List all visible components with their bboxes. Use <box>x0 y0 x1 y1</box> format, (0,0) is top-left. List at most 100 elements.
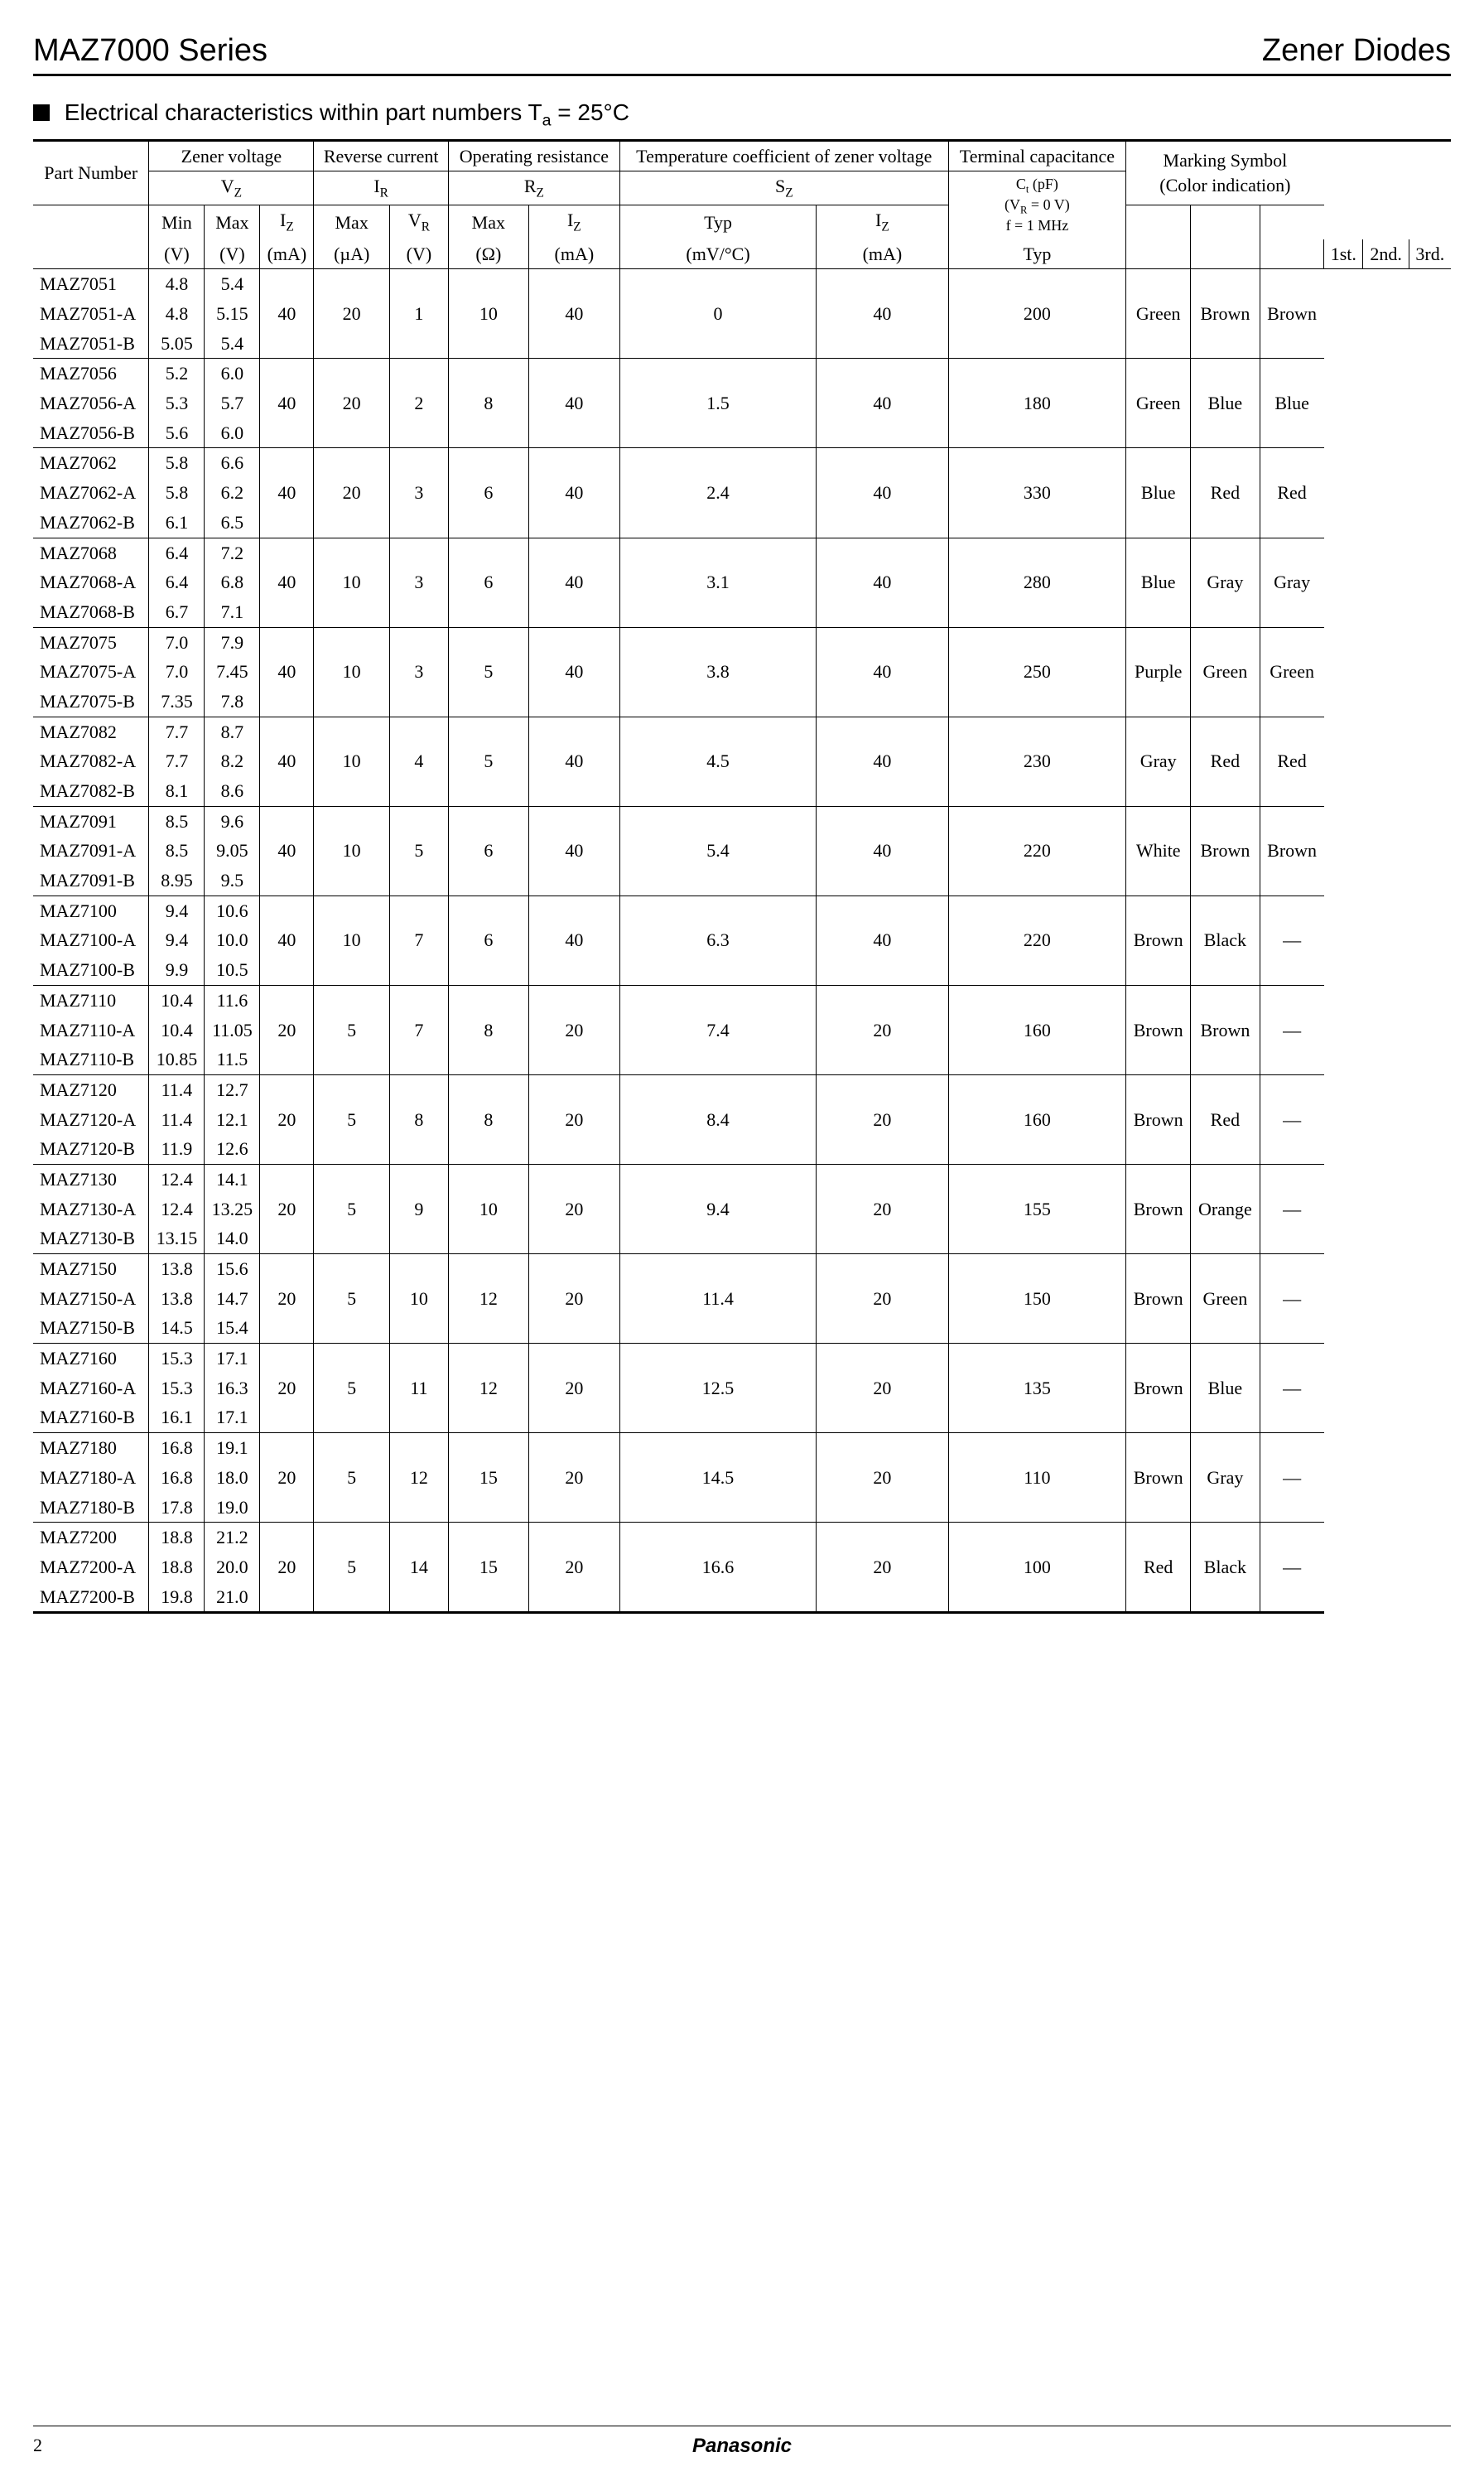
part-number: MAZ7082-A <box>33 746 149 776</box>
marking-2: Green <box>1191 1254 1260 1344</box>
marking-1: White <box>1126 806 1191 896</box>
vz-max: 8.2 <box>205 746 260 776</box>
rz-max: 6 <box>448 538 528 627</box>
rz-iz: 40 <box>528 359 619 448</box>
sz-typ: 7.4 <box>619 985 816 1074</box>
rz-max: 15 <box>448 1523 528 1613</box>
vz-min: 16.8 <box>149 1433 205 1463</box>
section-title-sub: a <box>542 112 552 130</box>
table-row: MAZ712011.412.720588208.420160BrownRed— <box>33 1074 1451 1104</box>
part-number: MAZ7180-B <box>33 1493 149 1523</box>
part-number: MAZ7180 <box>33 1433 149 1463</box>
part-number: MAZ7068-B <box>33 597 149 627</box>
vz-max: 6.8 <box>205 567 260 597</box>
rz-iz: 20 <box>528 1523 619 1613</box>
vz-min: 10.4 <box>149 1016 205 1045</box>
part-number: MAZ7091-A <box>33 836 149 866</box>
vz-max: 12.1 <box>205 1105 260 1135</box>
rz-iz: 40 <box>528 269 619 359</box>
marking-2: Red <box>1191 448 1260 538</box>
marking-1: Green <box>1126 269 1191 359</box>
page-header: MAZ7000 Series Zener Diodes <box>33 33 1451 76</box>
section-title-suffix: = 25°C <box>551 99 629 125</box>
vz-max: 9.6 <box>205 806 260 836</box>
marking-1: Brown <box>1126 1433 1191 1523</box>
rz-max: 15 <box>448 1433 528 1523</box>
hdr-max: Max <box>205 205 260 239</box>
vz-max: 8.7 <box>205 717 260 746</box>
marking-3: — <box>1260 1433 1324 1523</box>
rz-max: 6 <box>448 448 528 538</box>
col-reverse-current: Reverse current <box>314 140 449 171</box>
vz-max: 21.2 <box>205 1523 260 1552</box>
vz-min: 18.8 <box>149 1552 205 1582</box>
table-row: MAZ720018.821.220514152016.620100RedBlac… <box>33 1523 1451 1552</box>
hdr-m1: 1st. <box>1324 239 1363 269</box>
sz-typ: 3.1 <box>619 538 816 627</box>
vz-max: 9.05 <box>205 836 260 866</box>
vz-min: 8.5 <box>149 836 205 866</box>
iz: 20 <box>260 1254 314 1344</box>
vz-min: 10.4 <box>149 985 205 1015</box>
marking-1: Green <box>1126 359 1191 448</box>
iz: 40 <box>260 717 314 806</box>
sz-typ: 11.4 <box>619 1254 816 1344</box>
iz: 20 <box>260 1433 314 1523</box>
vz-max: 18.0 <box>205 1463 260 1493</box>
sz-iz: 40 <box>817 717 948 806</box>
ct: 180 <box>948 359 1126 448</box>
vz-max: 17.1 <box>205 1344 260 1373</box>
marking-2: Black <box>1191 896 1260 985</box>
part-number: MAZ7051-A <box>33 299 149 329</box>
vr: 3 <box>389 538 448 627</box>
table-row: MAZ70514.85.4402011040040200GreenBrownBr… <box>33 269 1451 299</box>
vz-max: 14.7 <box>205 1284 260 1314</box>
vz-min: 9.4 <box>149 896 205 925</box>
marking-3: Red <box>1260 717 1324 806</box>
section-title: Electrical characteristics within part n… <box>33 99 1451 131</box>
marking-label: Marking Symbol <box>1164 150 1288 171</box>
table-row: MAZ713012.414.1205910209.420155BrownOran… <box>33 1164 1451 1194</box>
marking-2: Gray <box>1191 538 1260 627</box>
part-number: MAZ7130-B <box>33 1224 149 1253</box>
unit-mvc: (mV/°C) <box>619 239 816 269</box>
vz-max: 13.25 <box>205 1195 260 1224</box>
marking-1: Brown <box>1126 1254 1191 1344</box>
rz-max: 8 <box>448 359 528 448</box>
rz-max: 5 <box>448 627 528 717</box>
part-number: MAZ7056-B <box>33 418 149 448</box>
marking-3: Blue <box>1260 359 1324 448</box>
hdr-rz-max: Max <box>448 205 528 239</box>
vz-max: 11.05 <box>205 1016 260 1045</box>
vz-min: 13.15 <box>149 1224 205 1253</box>
vz-min: 7.0 <box>149 657 205 687</box>
ct: 200 <box>948 269 1126 359</box>
sz-iz: 20 <box>817 1074 948 1164</box>
marking-3: Brown <box>1260 806 1324 896</box>
ct: 280 <box>948 538 1126 627</box>
col-marking: Marking Symbol (Color indication) <box>1126 140 1324 205</box>
vz-max: 14.1 <box>205 1164 260 1194</box>
vz-min: 18.8 <box>149 1523 205 1552</box>
vz-max: 7.2 <box>205 538 260 567</box>
part-number: MAZ7120-A <box>33 1105 149 1135</box>
vr: 1 <box>389 269 448 359</box>
vz-max: 16.3 <box>205 1373 260 1403</box>
sz-typ: 16.6 <box>619 1523 816 1613</box>
marking-2: Blue <box>1191 359 1260 448</box>
ir-max: 20 <box>314 448 390 538</box>
part-number: MAZ7120 <box>33 1074 149 1104</box>
vr: 9 <box>389 1164 448 1253</box>
marking-1: Brown <box>1126 985 1191 1074</box>
unit-typ: Typ <box>948 239 1126 269</box>
vz-max: 10.6 <box>205 896 260 925</box>
vz-min: 8.95 <box>149 866 205 896</box>
vz-max: 7.9 <box>205 627 260 657</box>
marking-2: Gray <box>1191 1433 1260 1523</box>
part-number: MAZ7200-B <box>33 1582 149 1613</box>
hdr-m3: 3rd. <box>1409 239 1451 269</box>
part-number: MAZ7100 <box>33 896 149 925</box>
part-number: MAZ7130 <box>33 1164 149 1194</box>
vz-max: 6.0 <box>205 359 260 389</box>
part-number: MAZ7110-A <box>33 1016 149 1045</box>
